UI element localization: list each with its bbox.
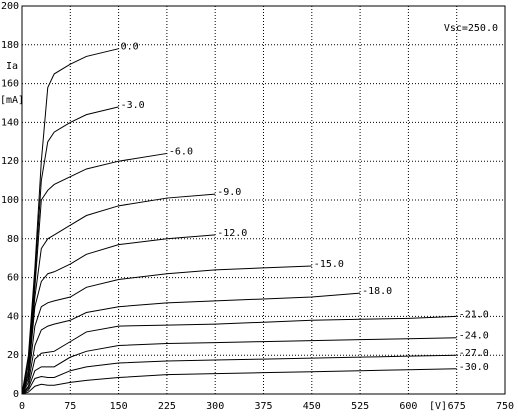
curve bbox=[21, 354, 457, 395]
curve bbox=[21, 193, 216, 395]
curve bbox=[21, 234, 216, 395]
annotation: Vsc=250.0 bbox=[444, 23, 498, 34]
y-tick-label: 20 bbox=[7, 350, 19, 361]
y-tick-label: 200 bbox=[1, 1, 19, 12]
y-tick-label: 140 bbox=[1, 117, 19, 128]
x-tick-label: 0 bbox=[19, 401, 25, 412]
y-tick-label: 40 bbox=[7, 311, 19, 322]
curve-label: -27.0 bbox=[459, 348, 489, 359]
y-tick-label: 80 bbox=[7, 234, 19, 245]
curve-label: -3.0 bbox=[121, 100, 145, 111]
curve-label: -24.0 bbox=[459, 331, 489, 342]
y-tick-label: 160 bbox=[1, 79, 19, 90]
curve-label: 0.0 bbox=[121, 42, 139, 53]
x-tick-label: 525 bbox=[351, 401, 369, 412]
curve bbox=[21, 292, 361, 395]
curve bbox=[21, 106, 119, 395]
curve-label: -30.0 bbox=[459, 362, 489, 373]
curve-label: -18.0 bbox=[362, 286, 392, 297]
y-tick-label: 0 bbox=[13, 389, 19, 400]
curve-label: -21.0 bbox=[459, 309, 489, 320]
x-axis-unit: [V] bbox=[429, 401, 447, 412]
x-tick-label: 675 bbox=[448, 401, 466, 412]
curve bbox=[21, 337, 457, 395]
x-tick-label: 300 bbox=[206, 401, 224, 412]
y-tick-label: 100 bbox=[1, 195, 19, 206]
x-tick-label: 75 bbox=[64, 401, 76, 412]
curve-label: -15.0 bbox=[314, 259, 344, 270]
x-tick-label: 225 bbox=[158, 401, 176, 412]
x-tick-label: 150 bbox=[110, 401, 128, 412]
curve-label: -6.0 bbox=[169, 146, 193, 157]
y-axis-label: Ia bbox=[6, 61, 18, 72]
y-axis-unit: [mA] bbox=[0, 95, 24, 106]
curve bbox=[21, 265, 312, 395]
curve bbox=[21, 152, 167, 395]
x-tick-label: 600 bbox=[399, 401, 417, 412]
curve bbox=[21, 315, 457, 395]
curve-label: -12.0 bbox=[217, 228, 247, 239]
y-tick-label: 120 bbox=[1, 156, 19, 167]
x-tick-label: 375 bbox=[254, 401, 272, 412]
curve-label: -9.0 bbox=[217, 187, 241, 198]
x-tick-label: 750 bbox=[496, 401, 514, 412]
y-tick-label: 60 bbox=[7, 273, 19, 284]
curve bbox=[21, 368, 457, 395]
y-tick-label: 180 bbox=[1, 40, 19, 51]
x-tick-label: 450 bbox=[303, 401, 321, 412]
